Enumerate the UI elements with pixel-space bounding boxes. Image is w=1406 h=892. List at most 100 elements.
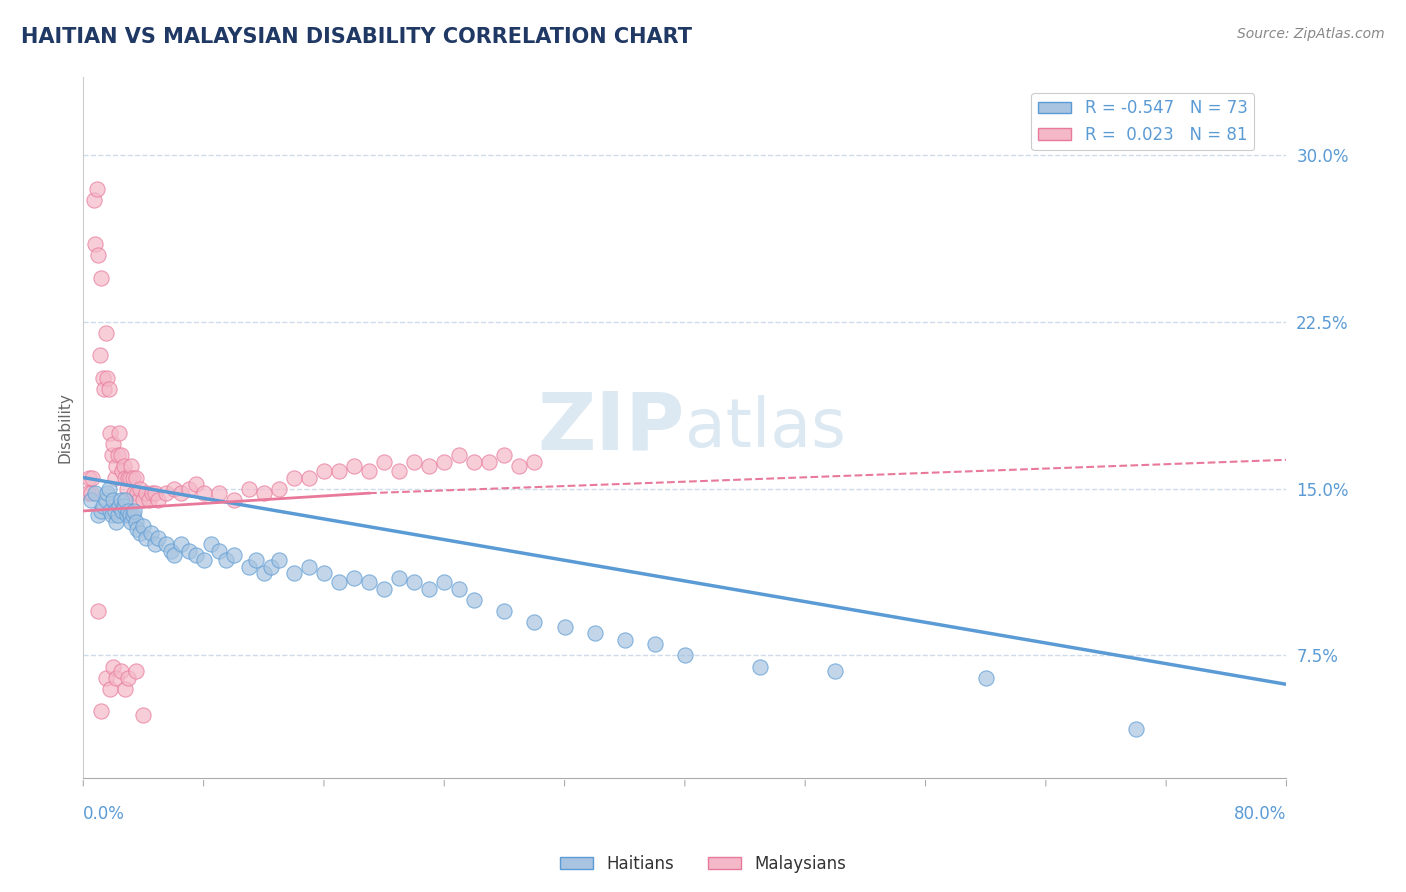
Point bbox=[260, 559, 283, 574]
Point bbox=[177, 544, 200, 558]
Point bbox=[108, 500, 131, 514]
Point bbox=[125, 515, 148, 529]
Point bbox=[80, 492, 103, 507]
Point bbox=[117, 470, 139, 484]
Point bbox=[298, 559, 321, 574]
Point bbox=[82, 470, 104, 484]
Point bbox=[132, 708, 155, 723]
Point bbox=[343, 571, 366, 585]
Point bbox=[111, 464, 134, 478]
Point bbox=[253, 566, 276, 581]
Point bbox=[114, 492, 136, 507]
Point bbox=[83, 193, 105, 207]
Point bbox=[96, 486, 118, 500]
Point bbox=[84, 237, 107, 252]
Y-axis label: Disability: Disability bbox=[58, 392, 72, 463]
Point bbox=[644, 637, 666, 651]
Point bbox=[84, 486, 107, 500]
Point bbox=[238, 482, 260, 496]
Point bbox=[105, 459, 128, 474]
Point bbox=[103, 659, 125, 673]
Point bbox=[127, 522, 149, 536]
Point bbox=[127, 486, 149, 500]
Point bbox=[494, 448, 516, 462]
Point bbox=[583, 626, 606, 640]
Point bbox=[298, 470, 321, 484]
Point bbox=[89, 348, 111, 362]
Point bbox=[357, 575, 380, 590]
Point bbox=[124, 504, 146, 518]
Point bbox=[554, 619, 576, 633]
Point bbox=[110, 664, 132, 678]
Point bbox=[222, 549, 245, 563]
Point bbox=[101, 508, 124, 523]
Point bbox=[90, 704, 112, 718]
Point bbox=[145, 537, 167, 551]
Point bbox=[90, 270, 112, 285]
Point bbox=[673, 648, 696, 663]
Point bbox=[117, 504, 139, 518]
Point bbox=[148, 531, 170, 545]
Point bbox=[162, 482, 184, 496]
Point bbox=[86, 181, 108, 195]
Point bbox=[122, 508, 145, 523]
Point bbox=[404, 455, 426, 469]
Text: atlas: atlas bbox=[685, 394, 846, 460]
Point bbox=[267, 482, 290, 496]
Point bbox=[478, 455, 501, 469]
Point bbox=[107, 448, 129, 462]
Legend: R = -0.547   N = 73, R =  0.023   N = 81: R = -0.547 N = 73, R = 0.023 N = 81 bbox=[1031, 93, 1254, 151]
Point bbox=[124, 486, 146, 500]
Point bbox=[112, 459, 135, 474]
Point bbox=[312, 566, 335, 581]
Text: ZIP: ZIP bbox=[537, 389, 685, 467]
Point bbox=[125, 664, 148, 678]
Point bbox=[117, 671, 139, 685]
Point bbox=[184, 549, 207, 563]
Point bbox=[87, 508, 110, 523]
Point bbox=[132, 519, 155, 533]
Point bbox=[177, 482, 200, 496]
Point bbox=[98, 504, 121, 518]
Point bbox=[208, 544, 231, 558]
Point bbox=[200, 537, 222, 551]
Point bbox=[91, 500, 114, 514]
Point bbox=[449, 582, 471, 596]
Point bbox=[135, 531, 157, 545]
Point bbox=[98, 426, 121, 441]
Point bbox=[267, 553, 290, 567]
Point bbox=[128, 492, 150, 507]
Point bbox=[449, 448, 471, 462]
Point bbox=[328, 464, 350, 478]
Text: 80.0%: 80.0% bbox=[1234, 805, 1286, 823]
Point bbox=[122, 470, 145, 484]
Point bbox=[162, 549, 184, 563]
Point bbox=[104, 470, 127, 484]
Point bbox=[974, 671, 997, 685]
Point bbox=[824, 664, 846, 678]
Point bbox=[388, 571, 411, 585]
Point bbox=[139, 526, 162, 541]
Point bbox=[76, 486, 98, 500]
Point bbox=[508, 459, 530, 474]
Point bbox=[87, 604, 110, 618]
Point bbox=[222, 492, 245, 507]
Point bbox=[238, 559, 260, 574]
Point bbox=[433, 455, 456, 469]
Point bbox=[101, 448, 124, 462]
Text: Source: ZipAtlas.com: Source: ZipAtlas.com bbox=[1237, 27, 1385, 41]
Point bbox=[208, 486, 231, 500]
Point bbox=[93, 382, 115, 396]
Point bbox=[90, 504, 112, 518]
Point bbox=[107, 508, 129, 523]
Point bbox=[111, 504, 134, 518]
Point bbox=[138, 492, 160, 507]
Point bbox=[98, 681, 121, 696]
Point bbox=[170, 486, 193, 500]
Point bbox=[120, 459, 142, 474]
Point bbox=[103, 492, 125, 507]
Point bbox=[159, 544, 181, 558]
Point bbox=[97, 382, 120, 396]
Point bbox=[193, 486, 215, 500]
Point bbox=[103, 437, 125, 451]
